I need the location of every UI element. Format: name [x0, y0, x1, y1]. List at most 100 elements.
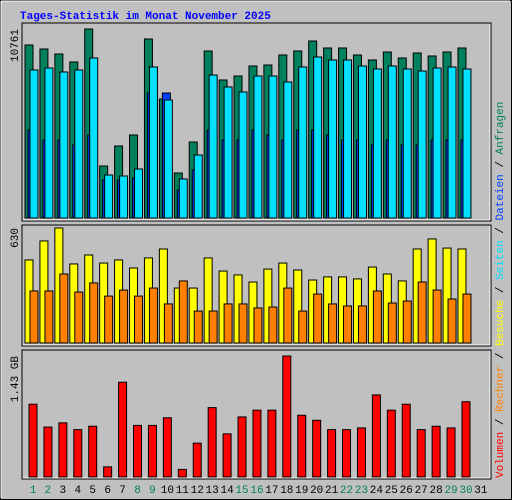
bar: [133, 424, 143, 478]
bar: [89, 57, 99, 219]
bar: [118, 381, 128, 478]
bar: [177, 468, 187, 478]
bar: [43, 426, 53, 478]
bar: [207, 407, 217, 478]
bar: [343, 59, 353, 219]
bar: [416, 429, 426, 478]
bar: [208, 74, 218, 219]
bar: [356, 427, 366, 478]
legend-entry: Besuche: [495, 300, 507, 346]
bar: [119, 289, 129, 344]
bar: [371, 394, 381, 478]
bar: [402, 300, 412, 344]
bar: [357, 305, 367, 344]
x-tick-label: 7: [119, 485, 126, 497]
bar: [178, 178, 188, 219]
bar: [283, 81, 293, 219]
bar: [461, 401, 471, 478]
bar: [74, 69, 84, 219]
bar: [293, 269, 303, 344]
bar: [238, 91, 248, 219]
chart-title: Tages-Statistik im Monat November 2025: [20, 11, 271, 23]
bar: [387, 302, 397, 344]
bar: [431, 425, 441, 478]
bar: [222, 433, 232, 478]
legend: Volumen / Rechner / Besuche / Seiten / D…: [495, 102, 507, 478]
bar: [417, 70, 427, 219]
bar: [203, 257, 213, 344]
legend-separator: /: [495, 220, 507, 240]
bar: [163, 303, 173, 344]
bar: [163, 99, 173, 219]
x-tick-label: 18: [280, 485, 293, 497]
x-tick-label: 15: [235, 485, 248, 497]
legend-separator: /: [495, 346, 507, 366]
bar: [372, 68, 382, 219]
bar: [238, 303, 248, 344]
bar: [446, 427, 456, 478]
bar: [283, 287, 293, 344]
legend-entry: Seiten: [495, 240, 507, 280]
bar: [29, 290, 39, 344]
bar: [162, 417, 172, 478]
x-tick-label: 30: [459, 485, 472, 497]
x-tick-label: 27: [415, 485, 428, 497]
bar: [103, 466, 113, 478]
bar: [119, 175, 129, 219]
x-tick-label: 1: [30, 485, 37, 497]
bar: [58, 422, 68, 478]
x-tick-label: 21: [325, 485, 339, 497]
x-tick-label: 26: [400, 485, 413, 497]
bar: [104, 295, 114, 344]
x-tick-label: 5: [89, 485, 96, 497]
bar: [193, 154, 203, 219]
bar: [147, 424, 157, 478]
bar: [89, 282, 99, 344]
x-tick-label: 28: [430, 485, 443, 497]
legend-entry: Dateien: [495, 174, 507, 220]
bar: [298, 66, 308, 219]
y-tick-label: 630: [10, 228, 22, 248]
bar: [253, 75, 263, 219]
bar: [178, 280, 188, 344]
bar: [432, 289, 442, 344]
bar: [328, 303, 338, 344]
bar: [298, 310, 308, 344]
bar: [263, 268, 273, 344]
bar: [387, 65, 397, 219]
x-tick-label: 6: [104, 485, 111, 497]
bar: [148, 66, 158, 219]
x-tick-label: 4: [74, 485, 81, 497]
bar: [59, 273, 69, 344]
bar: [267, 409, 277, 478]
x-tick-label: 22: [340, 485, 353, 497]
bar: [44, 290, 54, 344]
bar: [223, 86, 233, 219]
bar: [447, 66, 457, 219]
bar: [134, 168, 144, 219]
x-tick-label: 23: [355, 485, 368, 497]
bar: [402, 68, 412, 219]
bar: [74, 291, 84, 344]
x-tick-label: 16: [250, 485, 263, 497]
x-tick-label: 14: [220, 485, 234, 497]
bar: [343, 305, 353, 344]
bar: [327, 429, 337, 478]
bar: [372, 290, 382, 344]
bar: [268, 75, 278, 219]
legend-entry: Volumen: [495, 432, 507, 478]
bar: [223, 303, 233, 344]
x-tick-label: 17: [265, 485, 278, 497]
bar: [282, 355, 292, 478]
bar: [401, 403, 411, 478]
x-tick-label: 20: [310, 485, 323, 497]
x-tick-label: 13: [206, 485, 219, 497]
bar: [328, 59, 338, 219]
bar: [342, 429, 352, 478]
y-tick-label: 1.43 GB: [10, 356, 22, 403]
bar: [462, 68, 472, 219]
bar: [29, 69, 39, 219]
bar: [88, 425, 98, 478]
bar: [442, 247, 452, 344]
